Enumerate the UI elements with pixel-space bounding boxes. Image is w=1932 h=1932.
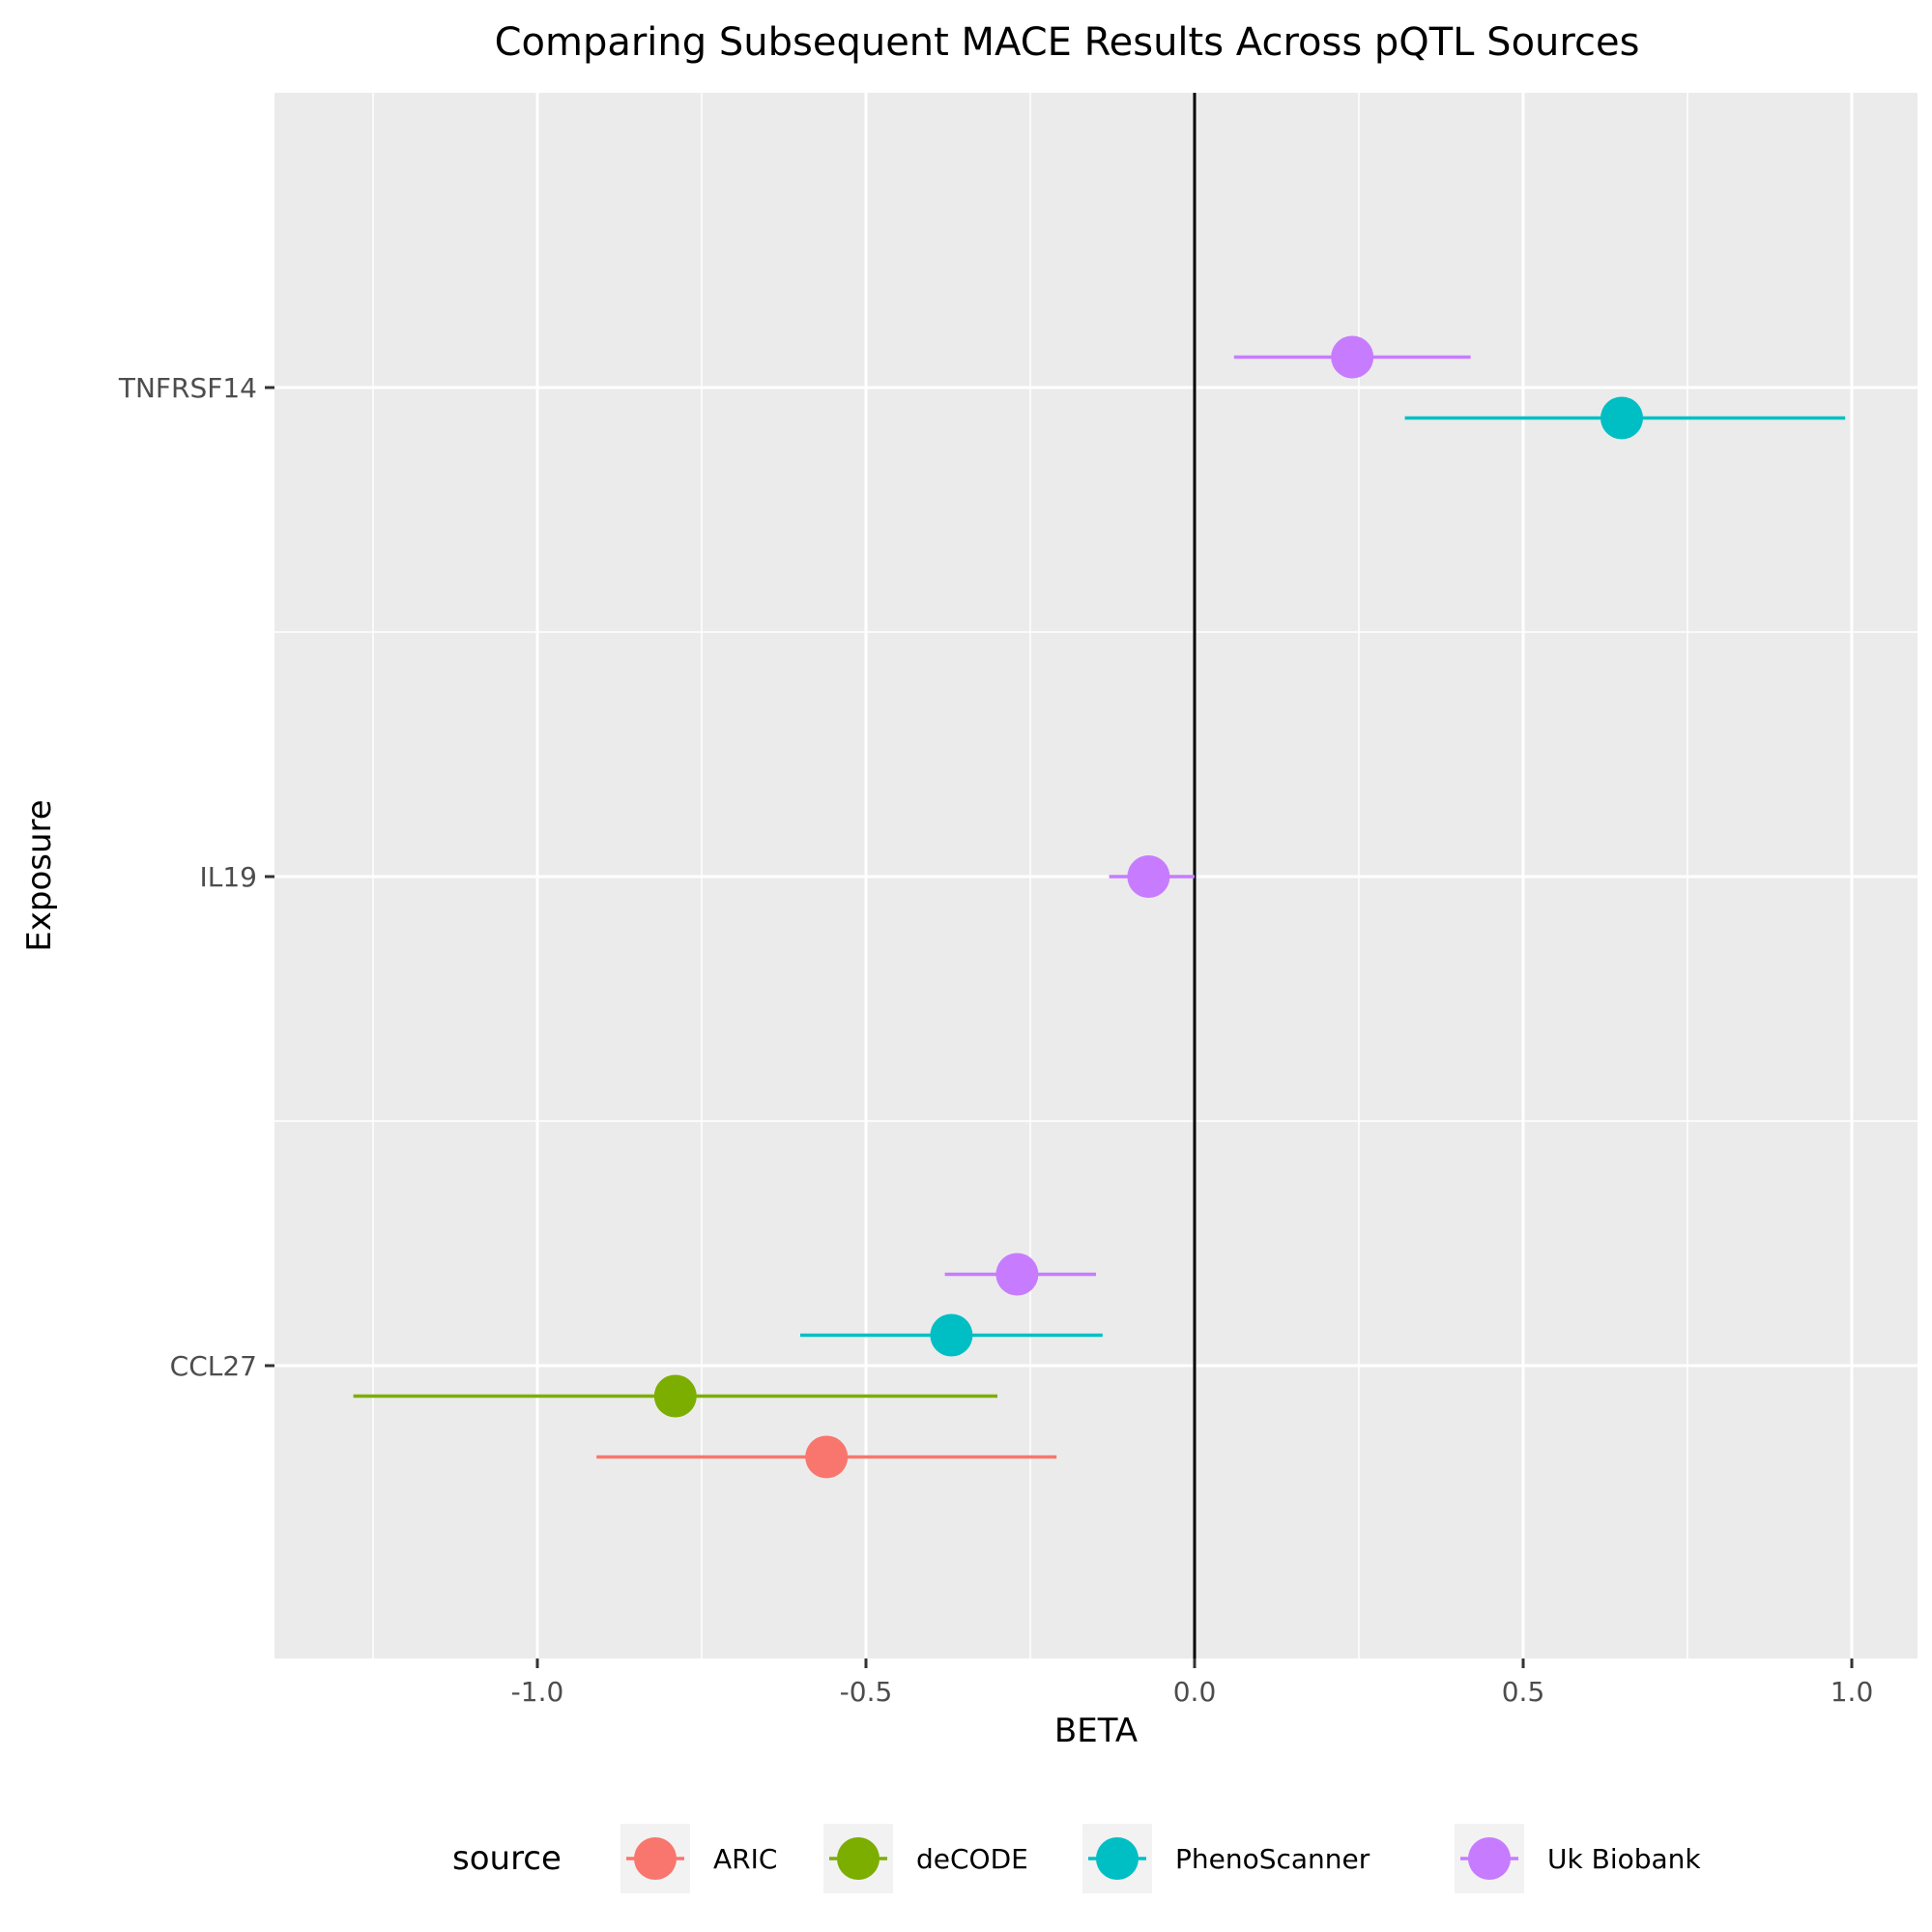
y-axis: CCL27 IL19 TNFRSF14: [118, 372, 274, 1382]
data-point: [653, 1374, 697, 1418]
data-marks: [353, 335, 1846, 1479]
legend-label: Uk Biobank: [1547, 1843, 1701, 1875]
x-axis: -1.0 -0.5 0.0 0.5 1.0: [511, 1658, 1874, 1708]
data-point: [1600, 396, 1643, 440]
x-tick-label: -1.0: [511, 1676, 564, 1708]
y-tick-label: TNFRSF14: [118, 372, 257, 404]
x-tick-label: 1.0: [1831, 1676, 1874, 1708]
legend-label: PhenoScanner: [1175, 1843, 1370, 1875]
data-point: [1331, 335, 1374, 379]
data-point: [995, 1253, 1039, 1296]
y-tick-label: CCL27: [170, 1350, 257, 1382]
legend-items: ARIC deCODE PhenoScanner Uk Biobank: [620, 1824, 1701, 1893]
x-tick-label: 0.0: [1173, 1676, 1217, 1708]
data-point: [1127, 855, 1170, 898]
legend-item: ARIC: [620, 1824, 777, 1893]
y-tick-label: IL19: [200, 861, 258, 893]
legend-key-point: [634, 1837, 677, 1880]
legend-item: PhenoScanner: [1082, 1824, 1370, 1893]
data-point: [930, 1313, 973, 1357]
x-axis-title: BETA: [1054, 1712, 1138, 1750]
x-tick-label: 0.5: [1502, 1676, 1545, 1708]
y-axis-title: Exposure: [20, 799, 59, 951]
legend-key-point: [1096, 1837, 1139, 1880]
legend-item: Uk Biobank: [1455, 1824, 1701, 1893]
legend-key-point: [837, 1837, 879, 1880]
x-tick-label: -0.5: [840, 1676, 893, 1708]
legend-title: source: [452, 1839, 562, 1878]
legend-item: deCODE: [823, 1824, 1028, 1893]
legend-label: deCODE: [916, 1843, 1028, 1875]
legend-label: ARIC: [713, 1843, 777, 1875]
legend-key-point: [1468, 1837, 1511, 1880]
chart-title: Comparing Subsequent MACE Results Across…: [495, 20, 1640, 65]
legend: source ARIC deCODE PhenoScanner Uk Biobank: [452, 1824, 1701, 1893]
data-point: [805, 1435, 849, 1479]
